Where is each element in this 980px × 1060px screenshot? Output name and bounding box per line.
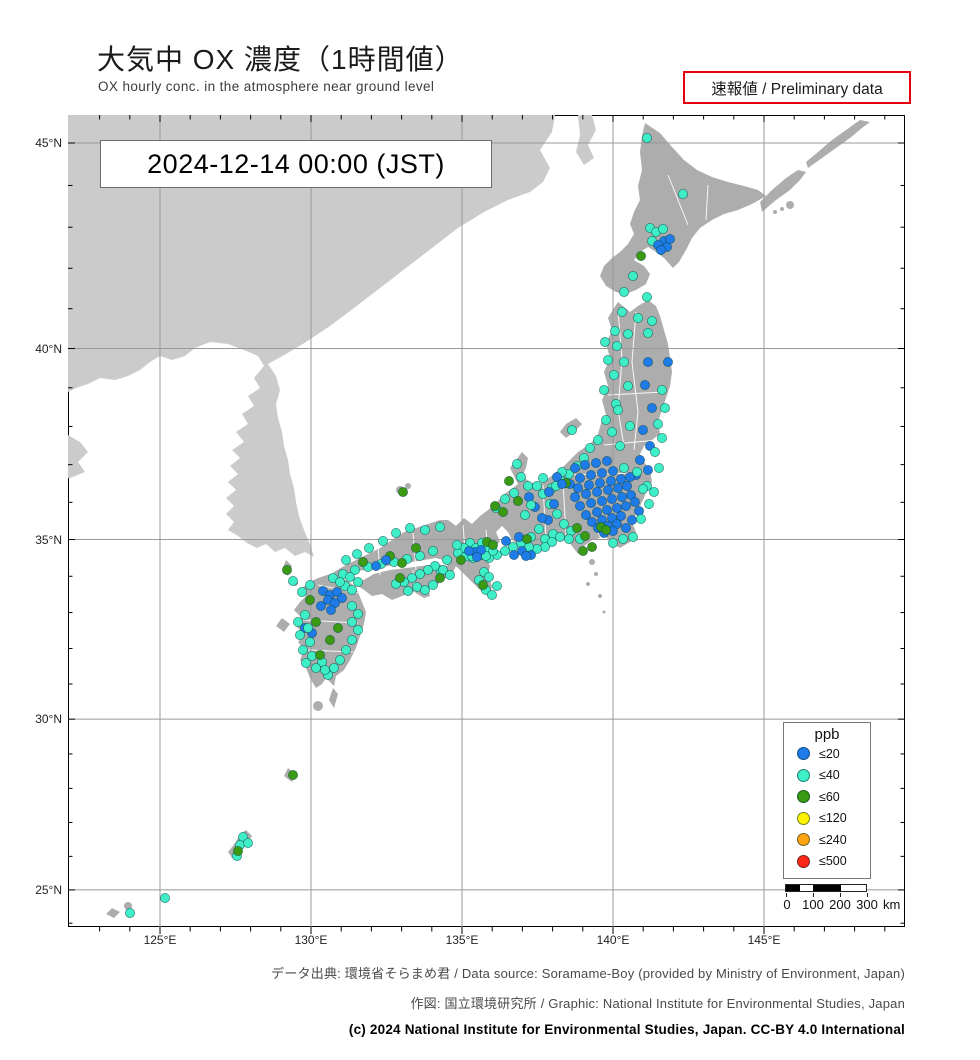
habomai-islet [773, 210, 777, 214]
legend-item: ≤120 [784, 808, 870, 830]
legend-label: ≤500 [819, 854, 847, 869]
japan-map [68, 115, 905, 934]
lat-label: 25°N [35, 882, 62, 897]
legend-item: ≤40 [784, 765, 870, 787]
izu-islet [594, 572, 598, 576]
sakhalin [576, 115, 596, 165]
scale-label-300: 300 [856, 897, 878, 912]
legend-label: ≤60 [819, 789, 840, 804]
honshu [328, 300, 672, 596]
legend-swatch [797, 768, 810, 782]
lat-label: 30°N [35, 712, 62, 727]
lat-label: 45°N [35, 136, 62, 150]
scale-bar-labels: 0 100 200 300 km [783, 897, 915, 915]
scale-bar-segments [785, 884, 868, 897]
izu-islet [586, 582, 590, 586]
footer-data-source: データ出典: 環境省そらまめ君 / Data source: Soramame-… [271, 966, 905, 981]
amakusa-goto-islands [276, 618, 290, 632]
footer-graphic-credit: 作図: 国立環境研究所 / Graphic: National Institut… [410, 996, 905, 1011]
scale-label-100: 100 [802, 897, 824, 912]
miyako-island [124, 902, 132, 910]
ishigaki-island [106, 908, 120, 918]
page-subtitle: OX hourly conc. in the atmosphere near g… [98, 79, 435, 94]
legend-title: ppb [814, 726, 840, 743]
scale-label-200: 200 [829, 897, 851, 912]
china-coast [68, 435, 88, 478]
legend-label: ≤40 [819, 768, 840, 783]
iturup-island [806, 120, 870, 168]
kunashiri-island [760, 170, 806, 212]
legend-label: ≤240 [819, 832, 847, 847]
page-title: 大気中 OX 濃度（1時間値） [97, 44, 464, 75]
axis-ticks [68, 115, 905, 934]
legend-item: ≤240 [784, 829, 870, 851]
lon-label: 140°E [596, 933, 630, 947]
izu-islet [598, 594, 602, 598]
lon-label: 130°E [294, 933, 328, 947]
scale-label-0: 0 [783, 897, 791, 912]
lat-label: 35°N [35, 532, 62, 547]
lon-label: 125°E [143, 933, 177, 947]
legend-swatch [797, 811, 810, 825]
scale-bar: 0 100 200 300 km [783, 884, 915, 915]
legend-swatch [797, 790, 810, 804]
timestamp-box: 2024-12-14 00:00 (JST) [100, 140, 492, 188]
legend-item: ≤500 [784, 851, 870, 873]
oki-island [405, 483, 411, 489]
legend-box: ppb ≤20 ≤40 ≤60 ≤120 ≤240 ≤500 [783, 722, 871, 879]
graticule-grid [68, 115, 905, 927]
shikotan-island [786, 201, 794, 209]
legend-label: ≤120 [819, 811, 847, 826]
lon-label: 135°E [445, 933, 479, 947]
scale-unit: km [883, 897, 901, 912]
preliminary-data-badge: 速報値 / Preliminary data [683, 71, 911, 104]
legend-rows: ≤20 ≤40 ≤60 ≤120 ≤240 ≤500 [784, 743, 870, 872]
yakushima-island [313, 701, 323, 711]
izu-islet [602, 610, 606, 614]
hokkaido [600, 123, 766, 294]
legend-label: ≤20 [819, 746, 840, 761]
legend-swatch [797, 833, 810, 847]
habomai-islet [780, 207, 784, 211]
legend-item: ≤60 [784, 786, 870, 808]
legend-swatch [797, 747, 810, 761]
footer-copyright: (c) 2024 National Institute for Environm… [348, 1022, 905, 1037]
lat-label: 40°N [35, 341, 62, 356]
tanegashima-island [329, 688, 338, 708]
legend-swatch [797, 854, 810, 868]
izu-islet [589, 559, 595, 565]
station-dots [125, 132, 689, 919]
legend-item: ≤20 [784, 743, 870, 765]
lon-label: 145°E [747, 933, 781, 947]
